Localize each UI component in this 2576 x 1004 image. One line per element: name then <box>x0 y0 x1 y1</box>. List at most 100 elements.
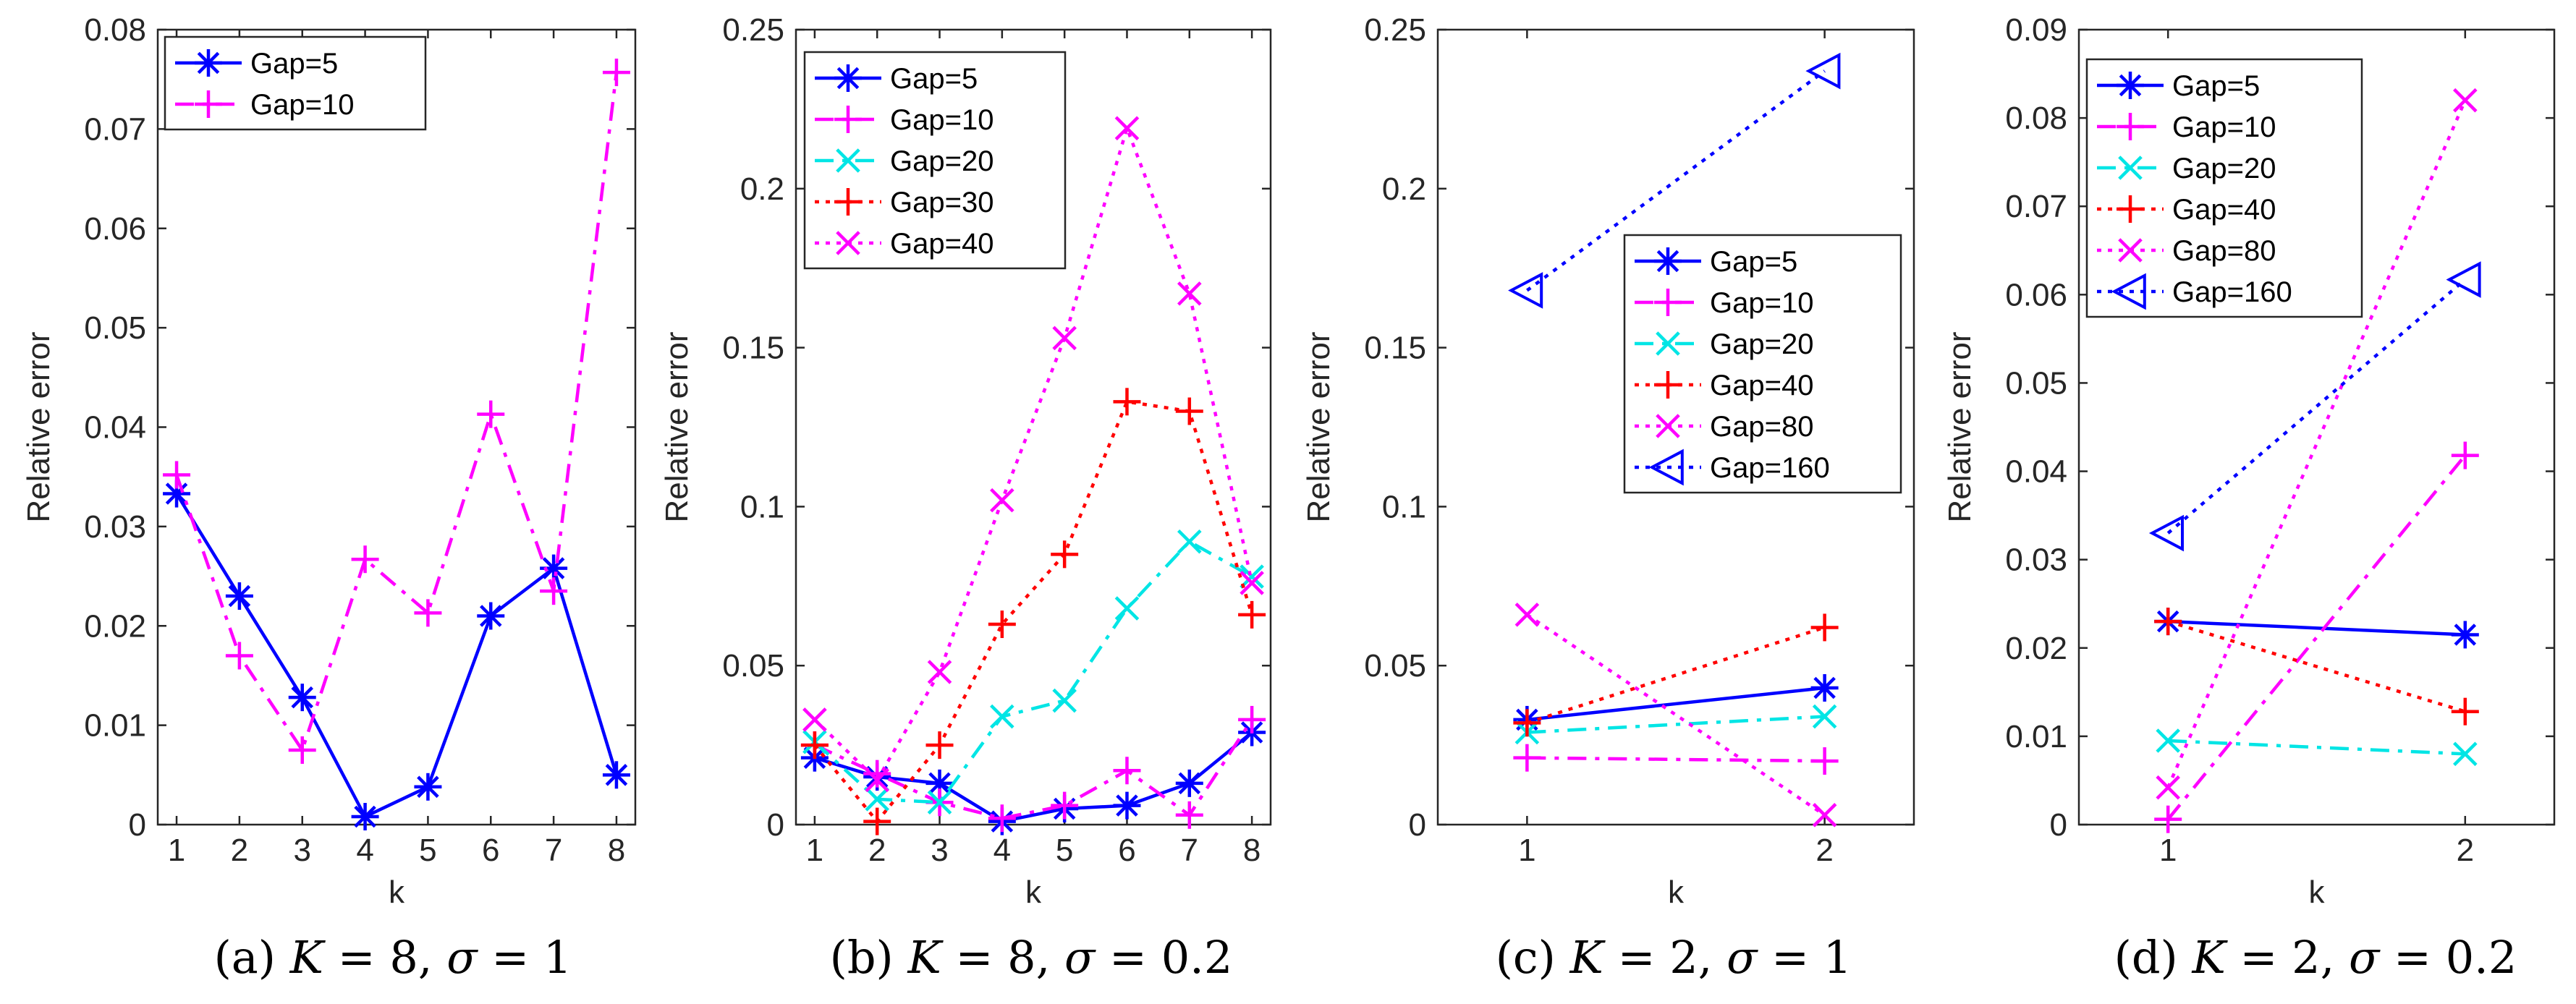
data-point <box>1113 791 1141 820</box>
series-gap-10 <box>163 59 630 764</box>
legend-marker <box>2117 113 2144 140</box>
y-tick-label: 0.15 <box>1364 331 1426 366</box>
data-point <box>414 773 442 801</box>
data-point <box>863 807 891 835</box>
x-tick-label: 2 <box>1816 833 1833 868</box>
data-point <box>1508 272 1543 309</box>
legend-marker <box>2118 156 2143 180</box>
x-tick-label: 6 <box>1118 833 1135 868</box>
legend-entry: Gap=20 <box>890 145 993 177</box>
data-point <box>2451 441 2479 469</box>
data-point <box>225 582 253 611</box>
legend-entry: Gap=160 <box>1710 452 1830 484</box>
legend-marker <box>1656 331 1680 356</box>
y-tick-label: 0.05 <box>84 310 146 346</box>
legend-entry: Gap=5 <box>2172 70 2260 102</box>
panel-caption: (d) K = 2, σ = 0.2 <box>2114 931 2517 984</box>
legend-entry: Gap=10 <box>890 104 993 136</box>
data-point <box>1514 603 1540 627</box>
series-gap-160 <box>1508 52 1841 309</box>
chart-panel-d: 1 2 0 0.01 0.02 0.03 0.04 0.05 0.06 0.07 0.08 0.09 k… <box>1942 12 2556 984</box>
legend-entry: Gap=5 <box>250 48 338 80</box>
data-point <box>288 684 316 712</box>
data-point <box>2446 261 2481 298</box>
data-point <box>1051 540 1079 569</box>
data-point <box>1238 600 1266 629</box>
data-point <box>1177 281 1202 306</box>
series-line <box>1527 686 1825 722</box>
series-line <box>1527 756 1825 763</box>
legend-marker <box>2111 273 2146 310</box>
data-point <box>540 577 568 605</box>
legend-marker <box>836 148 860 173</box>
x-tick-label: 1 <box>168 833 185 868</box>
panel-caption: (a) K = 8, σ = 1 <box>214 931 572 984</box>
x-tick-label: 5 <box>419 833 436 868</box>
series-line <box>2168 619 2465 637</box>
legend-marker <box>834 106 862 133</box>
chart-panel-a: 1 2 3 4 5 6 7 8 0 0.01 0.02 0.03 0.04 0.05 0.06 0.07 0.0… <box>21 12 637 984</box>
panel-caption: (b) K = 8, σ = 0.2 <box>830 931 1233 984</box>
legend-entry: Gap=10 <box>2172 111 2276 143</box>
y-tick-label: 0.08 <box>84 12 146 48</box>
data-point <box>1810 747 1839 775</box>
data-point <box>990 488 1014 513</box>
data-point <box>351 803 379 831</box>
data-point <box>477 400 505 428</box>
x-tick-label: 1 <box>1518 833 1535 868</box>
series-gap-80 <box>2156 88 2478 800</box>
series-line <box>813 127 1254 782</box>
legend-marker <box>2117 72 2144 99</box>
series-line <box>175 493 619 819</box>
data-point <box>2156 775 2180 800</box>
series-gap-40 <box>802 116 1264 793</box>
y-tick-label: 0.1 <box>740 489 784 524</box>
chart-panel-c: 1 2 0 0.05 0.1 0.15 0.2 0.25 k Relative error Gap=… <box>1301 12 1915 984</box>
legend-entry: Gap=160 <box>2172 276 2292 308</box>
data-point <box>1812 704 1837 729</box>
series-gap-80 <box>1514 603 1837 828</box>
data-point <box>1113 757 1141 785</box>
legend-entry: Gap=80 <box>1710 411 1813 443</box>
series-line <box>2168 739 2465 756</box>
legend-marker <box>1654 247 1682 275</box>
series-gap-40 <box>1513 613 1839 737</box>
y-tick-label: 0.15 <box>722 331 784 366</box>
data-point <box>1177 529 1202 554</box>
data-point <box>1175 769 1203 797</box>
y-tick-label: 0.05 <box>722 648 784 684</box>
legend-entry: Gap=80 <box>2172 235 2276 267</box>
data-point <box>1052 688 1077 713</box>
data-point <box>1810 613 1839 642</box>
data-point <box>1805 52 1841 90</box>
legend-entry: Gap=40 <box>1710 370 1813 401</box>
data-point <box>990 704 1014 729</box>
legend-marker <box>195 90 222 118</box>
y-tick-label: 0.2 <box>740 171 784 207</box>
data-point <box>802 707 827 732</box>
y-tick-label: 0.04 <box>2005 454 2067 490</box>
data-point <box>800 731 829 760</box>
y-tick-label: 0.03 <box>84 509 146 545</box>
x-axis-label: k <box>1668 875 1685 910</box>
x-tick-label: 7 <box>1181 833 1198 868</box>
series-gap-10 <box>1513 744 1839 775</box>
data-point <box>2453 88 2478 113</box>
data-point <box>863 760 891 788</box>
data-point <box>1175 397 1203 425</box>
data-point <box>988 611 1016 639</box>
plot-area <box>156 28 637 826</box>
y-tick-label: 0 <box>767 807 784 843</box>
series-line <box>174 72 619 752</box>
data-point <box>2451 621 2479 649</box>
legend-entry: Gap=20 <box>2172 153 2276 184</box>
legend: Gap=5 Gap=10 Gap=20 Gap=40 Gap=80 Gap=160 <box>1623 234 1902 494</box>
legend-box <box>2085 58 2363 318</box>
series-line <box>813 718 1253 820</box>
x-tick-label: 1 <box>806 833 823 868</box>
data-point <box>1175 801 1203 829</box>
data-point <box>2453 741 2478 767</box>
data-point <box>288 736 316 764</box>
x-tick-label: 3 <box>931 833 948 868</box>
legend-marker <box>2117 195 2144 223</box>
